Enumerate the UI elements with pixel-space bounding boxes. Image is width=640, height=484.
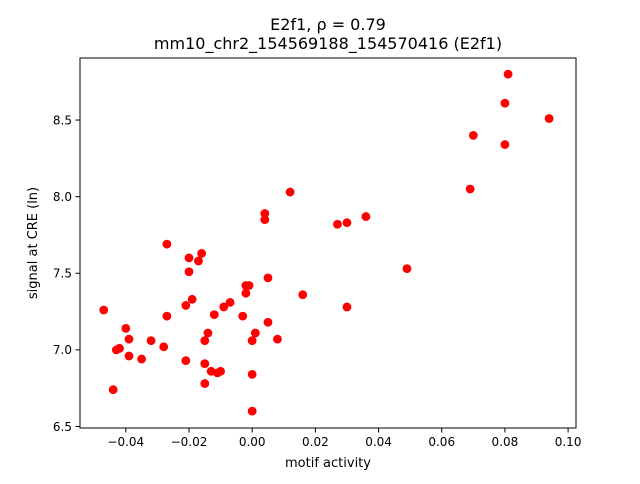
data-point	[342, 302, 352, 312]
x-axis-label: motif activity	[285, 456, 371, 471]
data-point	[361, 212, 371, 221]
data-point	[200, 336, 210, 346]
data-point	[108, 385, 118, 395]
y-axis-label: signal at CRE (ln)	[26, 187, 41, 299]
data-point	[298, 290, 308, 300]
data-point	[285, 187, 295, 197]
x-tick-label: 0.00	[239, 435, 266, 449]
data-point	[260, 209, 270, 218]
data-point	[187, 294, 197, 304]
data-point	[500, 98, 510, 108]
data-point	[159, 342, 169, 352]
data-point	[194, 256, 203, 266]
chart-title-line2: mm10_chr2_154569188_154570416 (E2f1)	[154, 34, 502, 54]
data-point	[137, 354, 147, 364]
data-point	[184, 267, 194, 277]
data-point	[333, 219, 342, 229]
data-point	[238, 311, 248, 321]
y-axis-ticks: 6.5 7.0 7.5 8.0 8.5	[53, 113, 80, 434]
data-point	[121, 324, 131, 333]
y-tick-label: 8.0	[53, 190, 72, 204]
data-point	[216, 366, 225, 376]
data-point	[247, 369, 257, 379]
y-tick-label: 6.5	[53, 420, 72, 434]
y-tick-label: 7.0	[53, 343, 72, 357]
data-point	[146, 336, 156, 346]
data-point	[263, 317, 273, 327]
data-point	[197, 248, 207, 258]
data-point	[263, 273, 273, 283]
data-point	[247, 406, 257, 416]
data-point	[219, 302, 229, 312]
data-point	[181, 301, 191, 310]
x-tick-label: 0.02	[302, 435, 329, 449]
data-point	[544, 114, 554, 123]
data-point	[124, 351, 134, 361]
data-point	[209, 310, 219, 320]
data-point	[184, 253, 194, 263]
data-point	[250, 328, 260, 338]
x-tick-label: 0.08	[492, 435, 519, 449]
data-point	[247, 336, 257, 346]
data-point	[99, 305, 109, 315]
data-point	[162, 239, 172, 249]
data-point	[124, 334, 134, 344]
data-point	[200, 379, 210, 388]
x-tick-label: 0.10	[555, 435, 582, 449]
data-point	[273, 334, 282, 344]
x-tick-label: −0.02	[171, 435, 208, 449]
data-point	[115, 343, 124, 353]
data-point	[500, 140, 510, 149]
y-tick-label: 7.5	[53, 267, 72, 281]
plot-area-frame	[79, 57, 577, 429]
x-tick-label: 0.06	[428, 435, 455, 449]
data-point	[162, 311, 172, 321]
data-point	[225, 297, 235, 307]
x-tick-label: −0.04	[107, 435, 144, 449]
data-point	[465, 184, 475, 194]
x-tick-label: 0.04	[365, 435, 392, 449]
data-point	[203, 328, 213, 338]
data-point	[260, 215, 270, 225]
data-point	[200, 359, 210, 369]
data-point	[244, 281, 254, 290]
data-point	[468, 130, 478, 140]
data-points	[99, 69, 554, 416]
data-point	[402, 264, 412, 274]
y-tick-label: 8.5	[53, 113, 72, 127]
data-point	[342, 218, 352, 228]
data-point	[181, 356, 191, 365]
chart-title-line1: E2f1, ρ = 0.79	[270, 15, 386, 34]
data-point	[241, 288, 251, 298]
x-axis-ticks: −0.04 −0.02 0.00 0.02 0.04 0.06 0.08 0.10	[107, 428, 581, 449]
data-point	[503, 69, 513, 79]
